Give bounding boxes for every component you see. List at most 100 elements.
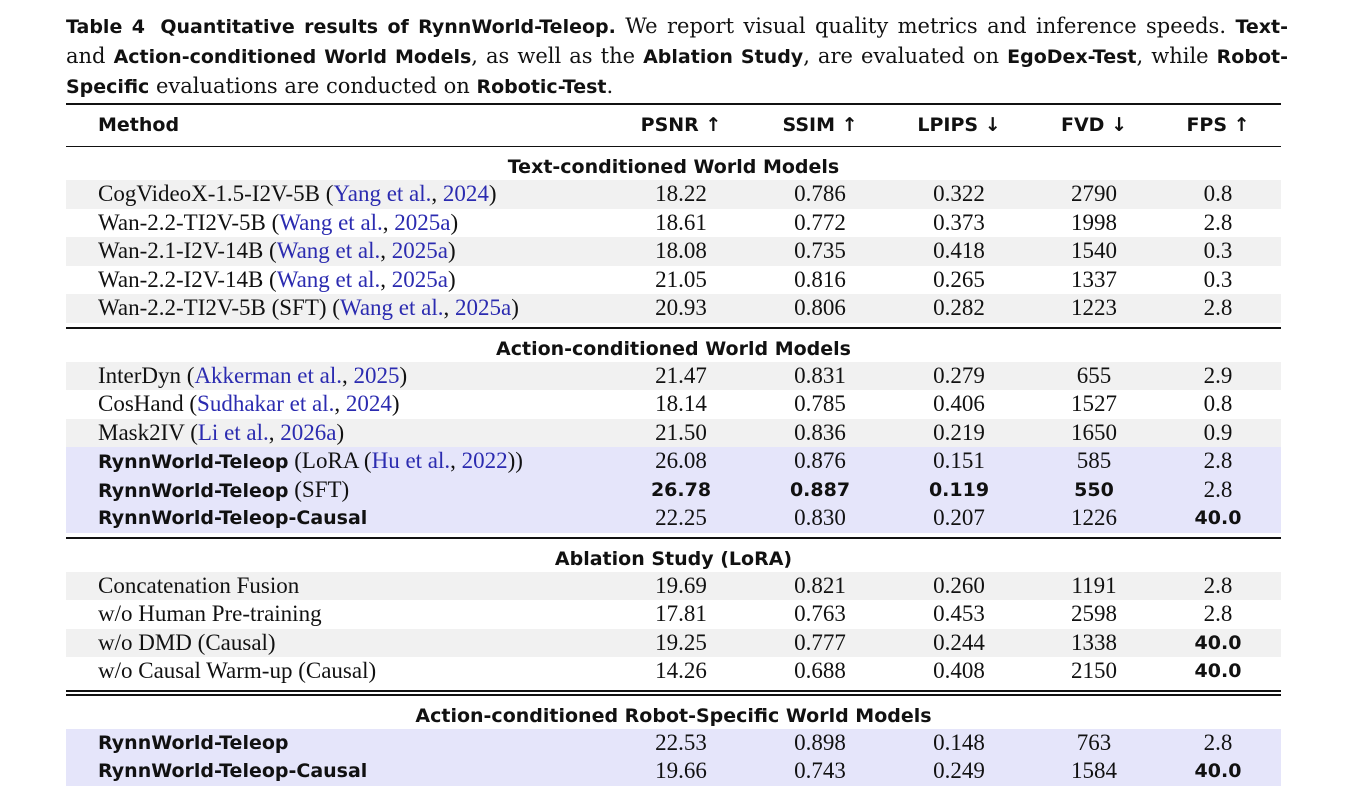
citation-link[interactable]: 2026a: [280, 419, 337, 445]
table-row: CogVideoX-1.5-I2V-5B (Yang et al., 2024)…: [66, 180, 1281, 209]
psnr-cell: 21.47: [655, 362, 707, 388]
lpips-cell: 0.265: [933, 266, 985, 292]
fps-cell: 40.0: [1194, 760, 1242, 782]
fps-cell: 40.0: [1194, 507, 1242, 529]
table-row: InterDyn (Akkerman et al., 2025) 21.47 0…: [66, 361, 1281, 390]
fvd-cell: 1540: [1071, 238, 1117, 263]
caption-text: and: [66, 44, 106, 68]
citation-link[interactable]: 2024: [345, 391, 392, 416]
table-row: Wan-2.1-I2V-14B (Wang et al., 2025a) 18.…: [66, 237, 1281, 266]
method-cell: CogVideoX-1.5-I2V-5B (Yang et al., 2024): [98, 181, 497, 206]
section-header: Text-conditioned World Models: [507, 156, 840, 178]
fps-cell: 2.9: [1203, 362, 1233, 388]
caption-bold: Robotic-Test: [476, 76, 607, 98]
table-row-ours: RynnWorld-Teleop-Causal 19.66 0.743 0.24…: [66, 757, 1281, 786]
ssim-cell: 0.830: [794, 505, 846, 530]
lpips-cell: 0.207: [933, 505, 985, 530]
method-cell: InterDyn (Akkerman et al., 2025): [98, 362, 408, 388]
citation-link[interactable]: 2025a: [391, 266, 448, 292]
citation-link[interactable]: Wang et al.: [276, 266, 381, 292]
method-cell: w/o Causal Warm-up (Causal): [98, 658, 377, 683]
ssim-cell: 0.688: [794, 658, 846, 683]
citation-link[interactable]: 2022: [461, 448, 508, 473]
lpips-cell: 0.244: [933, 629, 985, 655]
lpips-cell: 0.373: [933, 209, 985, 235]
fvd-cell: 2790: [1071, 181, 1117, 206]
ssim-cell: 0.743: [794, 758, 846, 783]
caption-bold: Text-: [1235, 16, 1288, 38]
method-cell: w/o DMD (Causal): [98, 629, 276, 655]
fps-cell: 2.8: [1203, 448, 1233, 473]
top-rule: [66, 103, 1281, 105]
ssim-cell: 0.786: [794, 181, 846, 206]
fvd-cell: 2598: [1071, 601, 1117, 626]
caption-text: , are evaluated on: [803, 44, 1000, 68]
table-caption: Table 4 Quantitative results of RynnWorl…: [66, 12, 1288, 102]
header-row: Method PSNR ↑ SSIM ↑ LPIPS ↓ FVD ↓ FPS ↑: [66, 105, 1281, 146]
fvd-cell: 655: [1076, 362, 1112, 388]
psnr-cell: 19.25: [655, 629, 707, 655]
fps-cell: 2.8: [1203, 572, 1233, 598]
col-lpips: LPIPS ↓: [917, 114, 1001, 136]
table-row: Concatenation Fusion 19.69 0.821 0.260 1…: [66, 571, 1281, 600]
psnr-cell: 21.50: [655, 419, 707, 445]
lpips-cell: 0.453: [933, 601, 985, 626]
ssim-cell: 0.816: [794, 266, 846, 292]
method-cell: w/o Human Pre-training: [98, 601, 322, 626]
table-label: Table 4: [66, 16, 145, 38]
fvd-cell: 1650: [1071, 419, 1117, 445]
method-cell: Mask2IV (Li et al., 2026a): [98, 419, 345, 445]
citation-link[interactable]: 2025: [353, 362, 400, 388]
lpips-cell: 0.148: [933, 729, 985, 755]
fps-cell: 40.0: [1194, 660, 1242, 682]
caption-bold: Robot-Specific: [66, 46, 1288, 98]
table-title: Quantitative results of RynnWorld-Teleop…: [160, 16, 616, 38]
method-cell: RynnWorld-Teleop: [98, 731, 289, 754]
table-row-ours: RynnWorld-Teleop (SFT) 26.78 0.887 0.119…: [66, 475, 1281, 504]
fps-cell: 40.0: [1194, 631, 1242, 654]
double-rule: [66, 689, 1281, 696]
fvd-cell: 1226: [1071, 505, 1117, 530]
citation-link[interactable]: Hu et al.: [371, 448, 451, 473]
fvd-cell: 763: [1076, 729, 1112, 755]
citation-link[interactable]: 2025a: [394, 209, 451, 235]
lpips-cell: 0.322: [933, 181, 985, 206]
col-psnr: PSNR ↑: [640, 114, 722, 136]
citation-link[interactable]: Akkerman et al.: [194, 362, 342, 388]
psnr-cell: 18.14: [655, 391, 707, 416]
ssim-cell: 0.821: [794, 572, 846, 598]
fps-cell: 2.8: [1203, 729, 1233, 755]
method-cell: RynnWorld-Teleop (LoRA (Hu et al., 2022)…: [98, 448, 523, 473]
fps-cell: 0.3: [1203, 238, 1233, 263]
caption-bold: Action-conditioned World Models: [113, 46, 472, 68]
table-row: Wan-2.2-I2V-14B (Wang et al., 2025a) 21.…: [66, 266, 1281, 295]
psnr-cell: 18.22: [655, 181, 707, 206]
citation-link[interactable]: Wang et al.: [276, 238, 381, 263]
citation-link[interactable]: Sudhakar et al.: [197, 391, 335, 416]
table-row: CosHand (Sudhakar et al., 2024) 18.14 0.…: [66, 390, 1281, 419]
col-fps: FPS ↑: [1186, 114, 1250, 136]
caption-text: , while: [1136, 44, 1209, 68]
ssim-cell: 0.777: [794, 629, 846, 655]
citation-link[interactable]: 2024: [442, 181, 489, 206]
psnr-cell: 19.69: [655, 572, 707, 598]
ssim-cell: 0.887: [789, 478, 851, 501]
citation-link[interactable]: 2025a: [391, 238, 448, 263]
citation-link[interactable]: Li et al.: [197, 419, 269, 445]
table-row-ours: RynnWorld-Teleop 22.53 0.898 0.148 763 2…: [66, 728, 1281, 757]
citation-link[interactable]: 2025a: [455, 295, 512, 320]
citation-link[interactable]: Yang et al.: [333, 181, 432, 206]
fvd-cell: 1527: [1071, 391, 1117, 416]
table-row: w/o DMD (Causal) 19.25 0.777 0.244 1338 …: [66, 628, 1281, 657]
lpips-cell: 0.249: [933, 758, 985, 783]
col-fvd: FVD ↓: [1061, 114, 1127, 136]
section-rule: [66, 326, 1281, 329]
fps-cell: 2.8: [1203, 295, 1233, 320]
table-row: w/o Causal Warm-up (Causal) 14.26 0.688 …: [66, 657, 1281, 686]
method-cell: Wan-2.2-TI2V-5B (Wang et al., 2025a): [98, 209, 459, 235]
citation-link[interactable]: Wang et al.: [279, 209, 383, 235]
citation-link[interactable]: Wang et al.: [339, 295, 444, 320]
table-row: Mask2IV (Li et al., 2026a) 21.50 0.836 0…: [66, 418, 1281, 447]
psnr-cell: 26.78: [650, 478, 712, 501]
method-cell: RynnWorld-Teleop-Causal: [98, 507, 368, 529]
